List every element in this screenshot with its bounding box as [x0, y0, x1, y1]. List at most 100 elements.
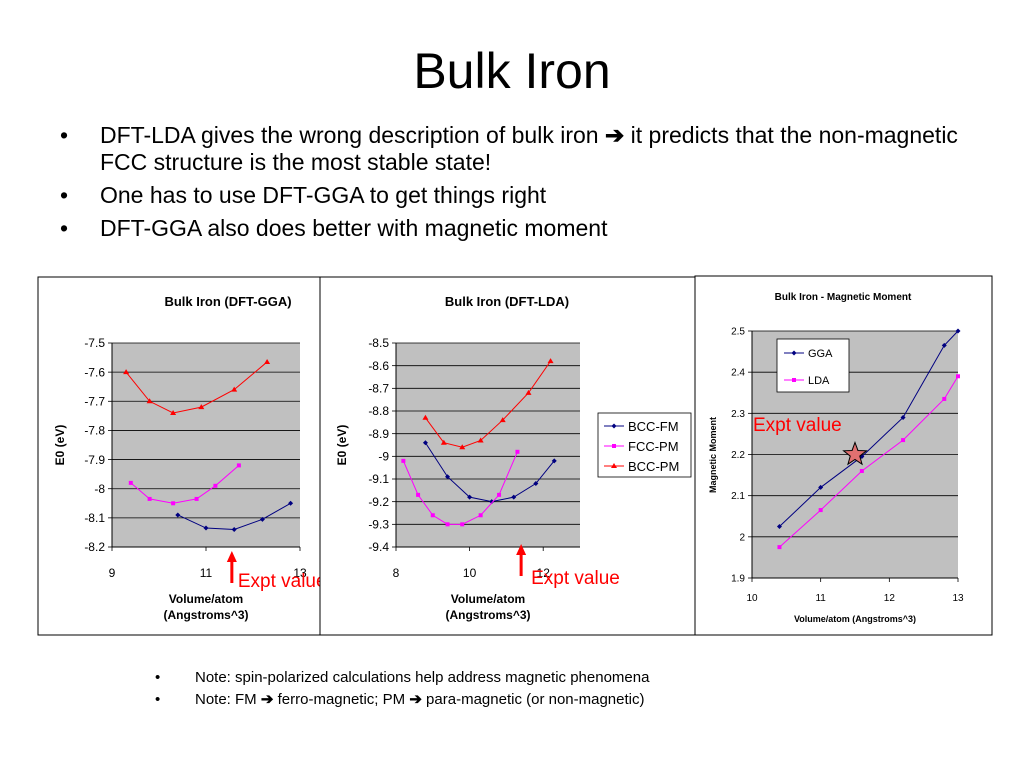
chart: -7.5 -7.6 -7.7 -7.8 -7.9 -8 -8.1 -8.2 9 11 13 Bulk … [37, 276, 327, 636]
data-point [499, 417, 506, 423]
legend-box [776, 338, 850, 393]
note-item: Note: FM ➔ ferro-magnetic; PM ➔ para-mag… [155, 689, 649, 711]
data-point [422, 440, 428, 446]
data-point [525, 389, 532, 395]
y-tick-label: -8.8 [368, 404, 389, 418]
data-point [203, 525, 209, 531]
chart-title: Bulk Iron (DFT-GGA) [164, 294, 291, 309]
data-point [859, 468, 864, 473]
x-tick-label: 9 [109, 566, 116, 580]
x-tick-label: 12 [537, 566, 551, 580]
plot-area [112, 343, 300, 547]
legend: GGA LDA [776, 338, 850, 393]
data-point [612, 444, 616, 448]
data-point [511, 494, 517, 500]
series-line-bcc-pm [125, 361, 268, 414]
right-arrow-icon: ➔ [409, 691, 422, 708]
data-point [818, 484, 824, 490]
y-tick-label: 2 [739, 532, 745, 543]
x-tick-label: 10 [463, 566, 477, 580]
data-point [264, 358, 271, 364]
data-point [123, 369, 130, 375]
data-point [818, 508, 823, 513]
expt-arrow-head [226, 551, 237, 562]
data-point [956, 374, 960, 379]
y-tick-label: 2.4 [731, 368, 745, 379]
data-point [489, 499, 495, 505]
y-axis-label: Magnetic Moment [708, 417, 718, 493]
right-arrow-icon: ➔ [604, 122, 625, 148]
plot-area [396, 343, 580, 547]
y-tick-label: -8.1 [84, 511, 105, 525]
expt-value-label: Expt value [753, 415, 842, 436]
y-tick-label: 1.9 [731, 574, 745, 585]
series-line-gga [779, 330, 959, 527]
y-tick-label: -7.5 [84, 336, 105, 350]
expt-value-label: Expt value [531, 568, 620, 589]
y-tick-label: -7.9 [84, 453, 105, 467]
x-tick-label: 8 [393, 566, 400, 580]
x-tick-label: 13 [293, 566, 307, 580]
data-point [792, 378, 796, 382]
data-point [147, 496, 152, 501]
y-tick-label: -9 [378, 450, 389, 464]
data-point [900, 414, 906, 420]
data-point [941, 342, 947, 348]
data-point [497, 492, 502, 497]
x-tick-label: 11 [200, 566, 213, 580]
y-tick-label: -8.6 [368, 359, 389, 373]
data-point [901, 438, 906, 443]
y-tick-label: -9.2 [368, 495, 389, 509]
data-point [791, 350, 797, 356]
data-point [445, 522, 450, 527]
data-point [231, 527, 237, 533]
x-axis-label: Volume/atom [451, 592, 525, 606]
data-point [194, 496, 199, 501]
chart-title: Bulk Iron (DFT-LDA) [445, 294, 569, 309]
data-point [515, 449, 520, 454]
legend-label: BCC-FM [628, 419, 679, 434]
chart: -8.5 -8.6 -8.7 -8.8 -8.9 -9 -9.1 -9.2 -9.3 -9.4 8 1… [319, 276, 696, 636]
legend-label: BCC-PM [628, 459, 679, 474]
chart-title: Bulk Iron - Magnetic Moment [775, 292, 912, 303]
x-tick-label: 13 [952, 593, 964, 604]
x-axis-label: Volume/atom [169, 592, 243, 606]
bullet-item: DFT-LDA gives the wrong description of b… [60, 122, 980, 176]
data-point [547, 358, 554, 364]
chart: 2.5 2.4 2.3 2.2 2.1 2 1.910 11 12 13 Bulk Iron - M… [694, 275, 993, 636]
series-line-fcc-pm [402, 451, 518, 525]
expt-star-icon [842, 441, 868, 466]
y-tick-label: -8.7 [368, 382, 389, 396]
x-tick-label: 10 [746, 593, 758, 604]
data-point [467, 494, 473, 500]
x-tick-label: 12 [884, 593, 896, 604]
data-point [128, 480, 133, 485]
data-point [776, 524, 782, 530]
legend: BCC-FM FCC-PM BCC-PM [597, 412, 692, 478]
note-item: Note: spin-polarized calculations help a… [155, 667, 649, 689]
data-point [236, 463, 241, 468]
data-point [430, 513, 435, 518]
data-point [259, 516, 265, 522]
legend-label: GGA [808, 348, 833, 360]
data-point [459, 444, 466, 450]
x-tick-label: 11 [815, 593, 826, 604]
data-point [231, 386, 238, 392]
y-tick-label: 2.5 [731, 327, 745, 338]
y-tick-label: -7.6 [84, 365, 105, 379]
data-point [942, 396, 947, 401]
data-point [478, 513, 483, 518]
data-point [175, 512, 181, 518]
y-tick-label: -8.2 [84, 540, 105, 554]
data-point [777, 545, 782, 550]
y-tick-label: -9.1 [368, 472, 389, 486]
data-point [477, 437, 484, 443]
x-axis-label: Volume/atom (Angstroms^3) [794, 614, 916, 624]
y-tick-label: -7.7 [84, 394, 105, 408]
bullet-item: DFT-GGA also does better with magnetic m… [60, 215, 980, 242]
notes-list: Note: spin-polarized calculations help a… [155, 667, 649, 711]
y-tick-label: 2.2 [731, 450, 745, 461]
right-arrow-icon: ➔ [260, 691, 274, 708]
data-point [170, 409, 177, 415]
